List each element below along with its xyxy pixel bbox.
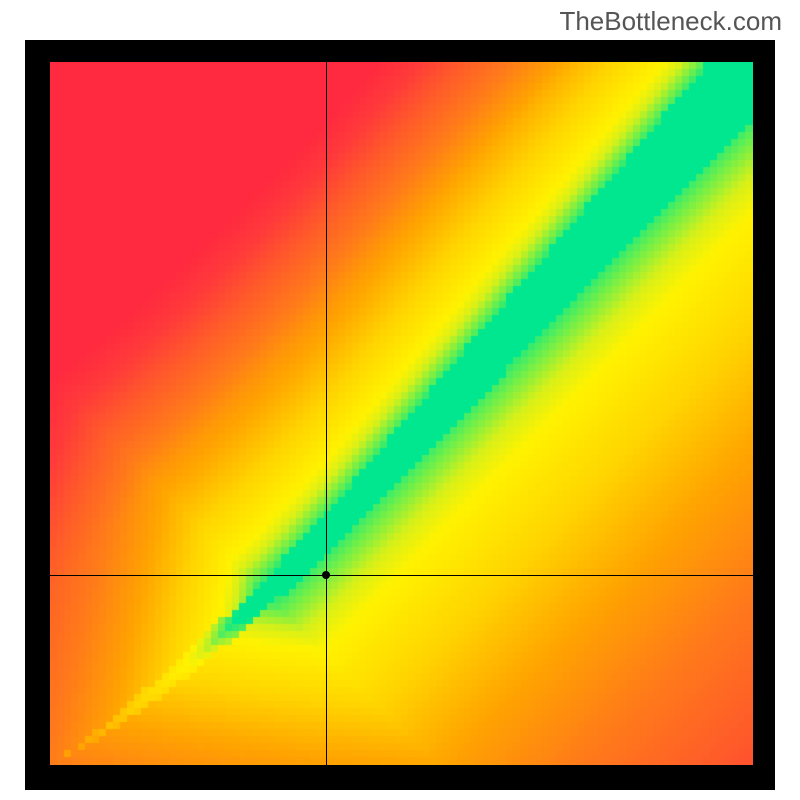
heatmap-plot xyxy=(50,62,753,765)
chart-frame xyxy=(25,40,775,790)
crosshair-vertical xyxy=(326,62,327,765)
chart-container: TheBottleneck.com xyxy=(0,0,800,800)
heatmap-canvas xyxy=(50,62,753,765)
watermark-text: TheBottleneck.com xyxy=(559,6,782,37)
bottleneck-marker-dot xyxy=(322,571,330,579)
crosshair-horizontal xyxy=(50,575,753,576)
